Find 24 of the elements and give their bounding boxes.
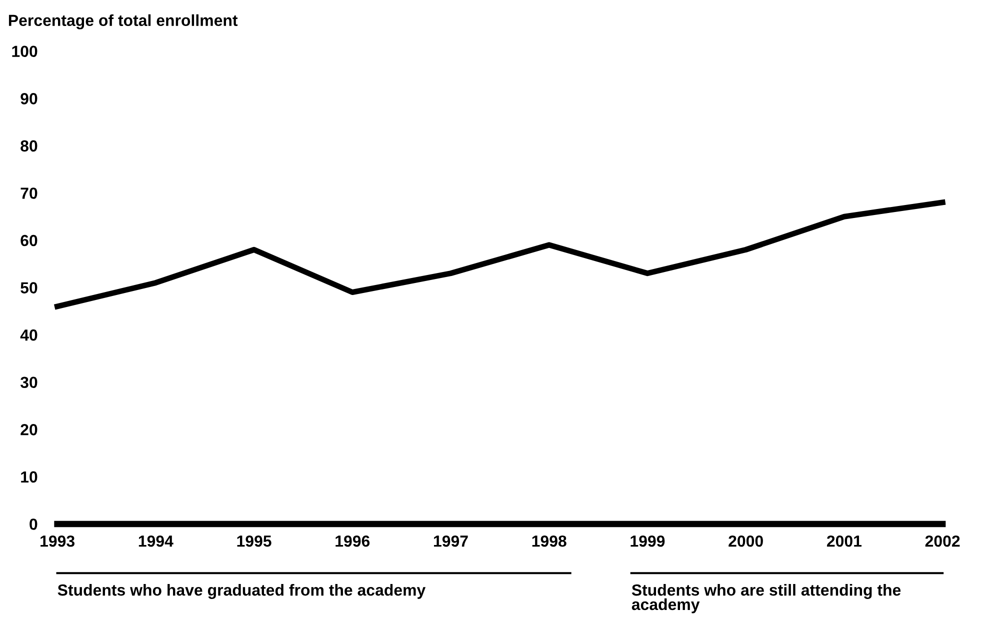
y-tick-label: 100 — [12, 46, 38, 58]
text: Students who are still attending the academy — [632, 584, 901, 614]
y-tick-label: 40 — [20, 329, 38, 341]
x-tick-label: 1993 — [40, 535, 74, 547]
y-tick-label: 30 — [20, 376, 38, 388]
y-tick-label: 90 — [20, 93, 38, 104]
x-tick-label: 1999 — [630, 535, 665, 547]
x-tick-label: 1994 — [138, 535, 174, 547]
text: Students who have graduated from the academy — [58, 584, 426, 599]
x-tick-label: 2002 — [925, 535, 960, 547]
x-tick-label: 1995 — [237, 535, 272, 547]
x-tick-label: 1998 — [532, 535, 566, 547]
y-tick-label: 20 — [20, 424, 38, 436]
x-tick-label: 2000 — [728, 535, 763, 547]
x-tick-label: 2001 — [826, 535, 862, 547]
y-tick-label: 50 — [20, 282, 38, 294]
y-tick-label: 70 — [20, 188, 38, 199]
y-tick-label: 60 — [20, 234, 38, 246]
y-tick-label: 0 — [30, 518, 38, 530]
x-tick-label: 1997 — [434, 535, 468, 547]
x-tick-label: 1996 — [336, 535, 370, 547]
y-tick-label: 10 — [21, 471, 38, 483]
y-axis-title: Percentage of total enrollment — [8, 14, 238, 30]
y-tick-label: 80 — [20, 140, 38, 152]
